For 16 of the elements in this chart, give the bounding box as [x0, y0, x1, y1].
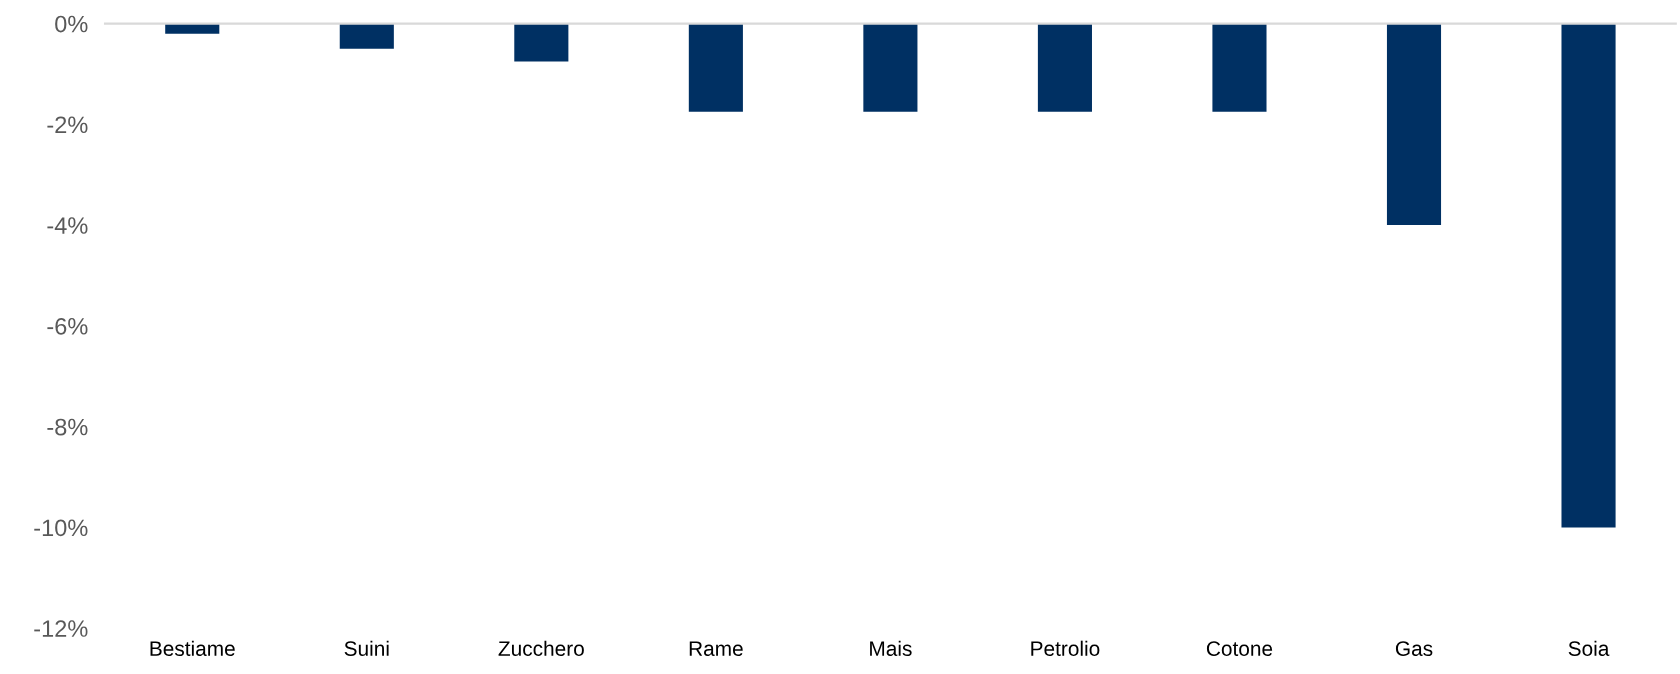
y-tick-label: -10% — [34, 519, 88, 537]
x-tick-label: Cotone — [1206, 641, 1273, 656]
y-tick-label: -6% — [47, 317, 88, 335]
x-tick-label: Rame — [689, 641, 743, 656]
y-tick-label: -8% — [47, 418, 88, 436]
x-tick-label: Petrolio — [1031, 640, 1100, 656]
y-tick-label: -2% — [47, 116, 88, 134]
x-tick-label: Suini — [344, 640, 389, 656]
x-tick-label: Mais — [870, 640, 912, 656]
x-tick-label: Bestiame — [150, 640, 235, 656]
y-tick-label: 0% — [55, 15, 88, 33]
y-tick-label: -12% — [34, 620, 88, 637]
y-tick-label: -4% — [47, 217, 88, 234]
x-tick-label: Soia — [1568, 640, 1610, 656]
x-tick-label: Zucchero — [498, 640, 584, 656]
x-tick-label: Gas — [1395, 641, 1433, 656]
